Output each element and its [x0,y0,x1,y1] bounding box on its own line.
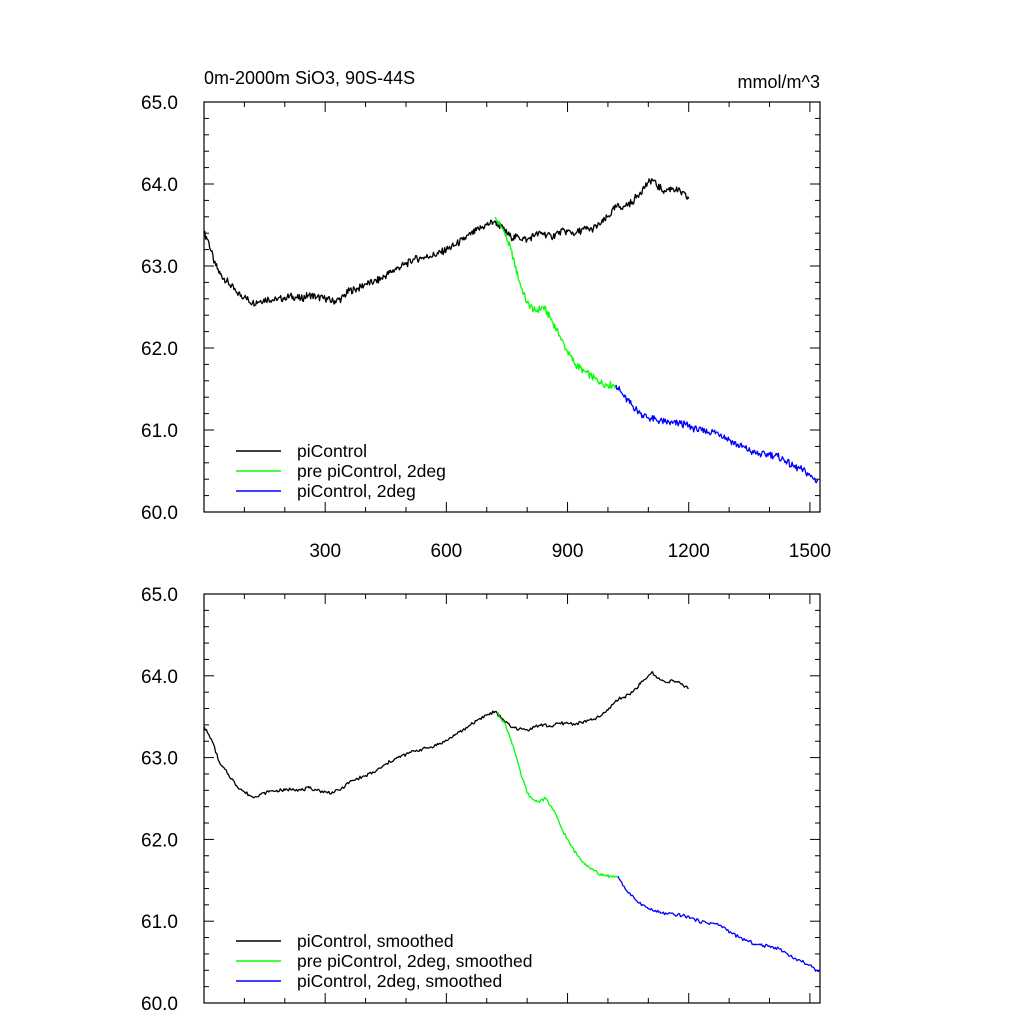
y-tick-label: 61.0 [141,421,178,442]
x-tick-label: 600 [431,541,463,562]
y-tick-label: 60.0 [141,503,178,524]
x-tick-label: 1200 [668,541,710,562]
top-panel: 60.0 61.0 62.0 63.0 64.0 65.0 300 600 900 1200 150… [141,93,831,562]
y-tick-label: 64.0 [141,667,178,688]
y-tick-label: 61.0 [141,912,178,933]
series-line-1 [203,671,689,799]
x-tick-label: 300 [309,541,341,562]
series-line-2 [496,711,619,879]
series-line-3 [615,384,819,484]
units-label: mmol/m^3 [738,72,820,92]
tick-marks [204,101,820,513]
plot-frame [203,101,821,513]
bottom-panel: 60.0 61.0 62.0 63.0 64.0 65.0 piControl, smoot… [141,585,821,1015]
legend-label: pre piControl, 2deg [297,461,446,481]
legend-label: piControl, 2deg, smoothed [297,971,502,991]
y-tick-label: 65.0 [141,585,178,606]
x-tick-label: 900 [552,541,584,562]
y-tick-label: 64.0 [141,175,178,196]
x-tick-label: 1500 [789,541,831,562]
y-tick-label: 63.0 [141,257,178,278]
tick-marks [204,593,820,1004]
plot-frame [203,593,821,1004]
y-tick-label: 65.0 [141,93,178,114]
y-tick-label: 62.0 [141,830,178,851]
series-line-3 [617,875,820,973]
y-tick-label: 62.0 [141,339,178,360]
legend-label: pre piControl, 2deg, smoothed [297,951,532,971]
chart-title: 0m-2000m SiO3, 90S-44S [204,68,415,88]
legend-label: piControl [297,441,367,461]
y-tick-label: 63.0 [141,749,178,770]
legend-label: piControl, smoothed [297,931,454,951]
series-line-2 [494,217,617,389]
legend-label: piControl, 2deg [297,481,416,501]
series-line-1 [203,178,690,307]
y-tick-label: 60.0 [141,994,178,1015]
